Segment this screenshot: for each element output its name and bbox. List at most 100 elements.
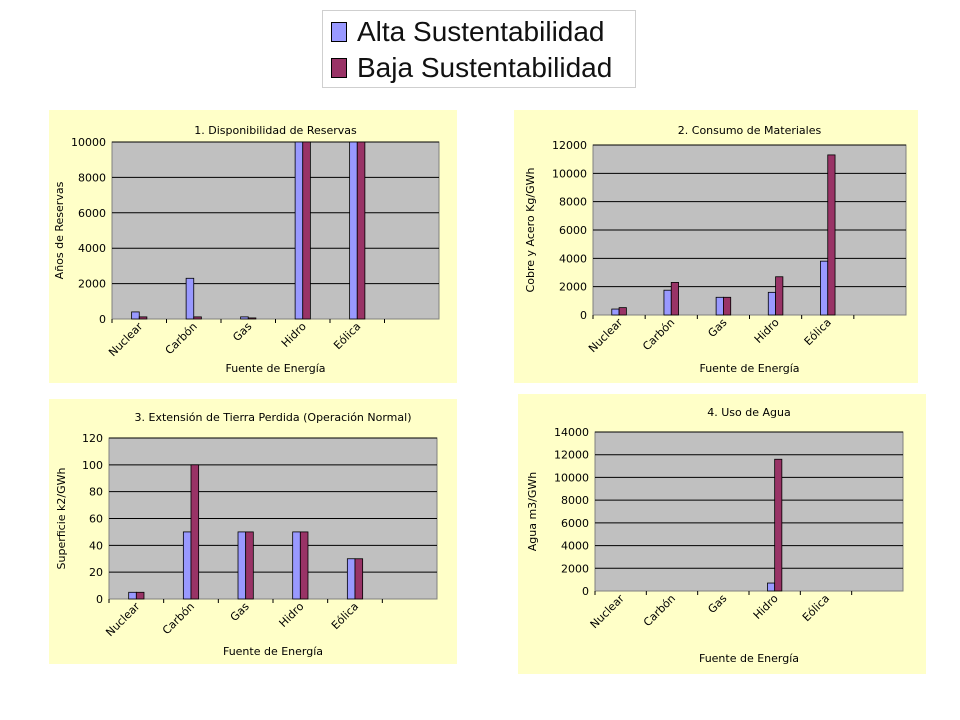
chart-3-ytick-label: 40 — [89, 539, 103, 552]
chart-4-ytick-label: 2000 — [561, 562, 589, 575]
chart-2-bar-alta-2 — [715, 296, 724, 316]
chart-4-ytick-label: 10000 — [554, 471, 589, 484]
legend: Alta Sustentabilidad Baja Sustentabilida… — [322, 10, 636, 88]
chart-4-ytick-label: 8000 — [561, 494, 589, 507]
chart-1-bar-baja-1 — [193, 316, 202, 320]
chart-1-xlabel: Fuente de Energía — [225, 362, 325, 375]
chart-1-ytick-label: 10000 — [71, 136, 106, 149]
chart-2-xtick-label: Carbón — [640, 316, 677, 353]
chart-panel-4: 0 2000 4000 6000 8000 10000 12000 14000 Nuclear C… — [518, 394, 926, 674]
legend-swatch-baja — [331, 58, 347, 78]
chart-1-bar-baja-4 — [356, 141, 366, 320]
chart-2-ytick-label: 6000 — [559, 224, 587, 237]
chart-1-bar-baja-0 — [138, 316, 148, 320]
legend-label-alta: Alta Sustentabilidad — [357, 16, 605, 47]
chart-1-title: 1. Disponibilidad de Reservas — [194, 124, 357, 137]
chart-3-bar-baja-0 — [135, 591, 145, 600]
chart-4-xtick-label: Nuclear — [588, 592, 627, 631]
chart-3-bar-alta-4 — [346, 558, 356, 600]
chart-3-xtick-label: Hidro — [277, 600, 307, 630]
chart-1-ylabel: Años de Reservas — [53, 181, 66, 279]
chart-2-bar-baja-3 — [775, 276, 784, 316]
chart-2-xtick-label: Hidro — [752, 316, 782, 346]
chart-1-ytick-label: 8000 — [78, 171, 106, 184]
chart-3-ytick-label: 60 — [89, 513, 103, 526]
chart-1-bar-alta-0 — [131, 311, 140, 320]
chart-3-bar-alta-1 — [182, 531, 192, 600]
chart-4-ytick-label: 4000 — [561, 540, 589, 553]
chart-1-ytick-label: 0 — [99, 313, 106, 326]
chart-2-title: 2. Consumo de Materiales — [678, 124, 822, 137]
chart-2-bar-baja-2 — [723, 296, 732, 316]
chart-1-xtick-label: Carbón — [163, 320, 200, 357]
chart-3-bar-alta-2 — [237, 531, 247, 600]
chart-1-xtick-label: Nuclear — [106, 320, 145, 359]
chart-2-bar-baja-4 — [827, 154, 836, 316]
chart-1-xtick-label: Eólica — [331, 320, 363, 352]
chart-2-ytick-label: 12000 — [552, 139, 587, 152]
chart-4-title: 4. Uso de Agua — [707, 406, 790, 419]
chart-1-xtick-label: Gas — [230, 320, 254, 344]
chart-4-xtick-label: Eólica — [800, 592, 832, 624]
chart-3-ytick-label: 120 — [82, 432, 103, 445]
chart-3-xtick-label: Eólica — [329, 600, 361, 632]
chart-3-svg: 0 20 40 60 80 100 120 Nuclear Carbón Gas Hidro Eóli… — [55, 411, 438, 658]
chart-1-bar-alta-4 — [349, 141, 358, 320]
chart-4-ytick-label: 14000 — [554, 426, 589, 439]
legend-label-baja: Baja Sustentabilidad — [357, 52, 613, 83]
chart-4-xtick-label: Gas — [705, 592, 729, 616]
chart-3-xtick-label: Carbón — [160, 600, 197, 637]
legend-item-baja: Baja Sustentabilidad — [331, 52, 613, 83]
chart-3-title: 3. Extensión de Tierra Perdida (Operació… — [135, 411, 412, 424]
chart-3-bar-alta-0 — [128, 591, 137, 600]
chart-2-bar-alta-3 — [767, 291, 776, 316]
chart-2-bar-alta-0 — [611, 308, 620, 316]
chart-3-xtick-label: Nuclear — [103, 600, 142, 639]
chart-1-bar-alta-2 — [240, 316, 249, 320]
chart-4-ylabel: Agua m3/GWh — [526, 472, 539, 552]
legend-swatch-alta — [331, 22, 347, 42]
chart-4-bar-baja-3 — [774, 458, 783, 592]
chart-4-bar-alta-3 — [767, 582, 776, 592]
chart-3-bar-baja-3 — [299, 531, 309, 600]
chart-2-bar-baja-0 — [618, 307, 627, 316]
chart-1-bar-alta-3 — [294, 141, 304, 320]
chart-2-svg: 0 2000 4000 6000 8000 10000 12000 Nuclear Carbón… — [524, 124, 907, 375]
chart-2-ytick-label: 8000 — [559, 196, 587, 209]
legend-item-alta: Alta Sustentabilidad — [331, 16, 605, 47]
chart-panel-1: 0 2000 4000 6000 8000 10000 Nuclear Carbón Gas Hi… — [49, 110, 457, 383]
chart-1-bar-baja-2 — [247, 317, 257, 320]
chart-2-ylabel: Cobre y Acero Kg/GWh — [524, 168, 537, 293]
chart-4-svg: 0 2000 4000 6000 8000 10000 12000 14000 Nuclear C… — [526, 406, 904, 665]
chart-1-bar-alta-1 — [185, 277, 195, 320]
chart-1-xtick-label: Hidro — [279, 320, 309, 350]
chart-3-bar-baja-2 — [245, 531, 254, 600]
chart-4-ytick-label: 12000 — [554, 449, 589, 462]
chart-2-xtick-label: Gas — [705, 316, 729, 340]
chart-1-bar-baja-3 — [302, 141, 311, 320]
chart-3-ytick-label: 20 — [89, 566, 103, 579]
chart-1-ytick-label: 6000 — [78, 207, 106, 220]
chart-3-ytick-label: 80 — [89, 486, 103, 499]
chart-4-xtick-label: Hidro — [751, 592, 781, 622]
chart-4-xlabel: Fuente de Energía — [699, 652, 799, 665]
chart-3-xlabel: Fuente de Energía — [223, 645, 323, 658]
chart-2-xtick-label: Eólica — [802, 316, 834, 348]
chart-2-xtick-label: Nuclear — [586, 316, 625, 355]
chart-3-bar-baja-1 — [190, 464, 200, 600]
chart-1-svg: 0 2000 4000 6000 8000 10000 Nuclear Carbón Gas Hi… — [53, 124, 440, 375]
chart-4-ytick-label: 0 — [582, 585, 589, 598]
chart-2-xlabel: Fuente de Energía — [699, 362, 799, 375]
chart-3-ytick-label: 100 — [82, 459, 103, 472]
chart-1-ytick-label: 4000 — [78, 242, 106, 255]
chart-4-plot-area — [594, 431, 904, 592]
chart-panel-2: 0 2000 4000 6000 8000 10000 12000 Nuclear Carbón… — [514, 110, 918, 383]
chart-3-ylabel: Superficie k2/GWh — [55, 467, 68, 569]
chart-2-ytick-label: 10000 — [552, 167, 587, 180]
chart-2-bar-baja-1 — [670, 282, 679, 316]
chart-3-bar-baja-4 — [354, 558, 364, 600]
chart-3-bar-alta-3 — [292, 531, 301, 600]
chart-2-ytick-label: 4000 — [559, 252, 587, 265]
chart-2-bar-alta-4 — [820, 260, 829, 316]
chart-3-xtick-label: Gas — [228, 600, 252, 624]
